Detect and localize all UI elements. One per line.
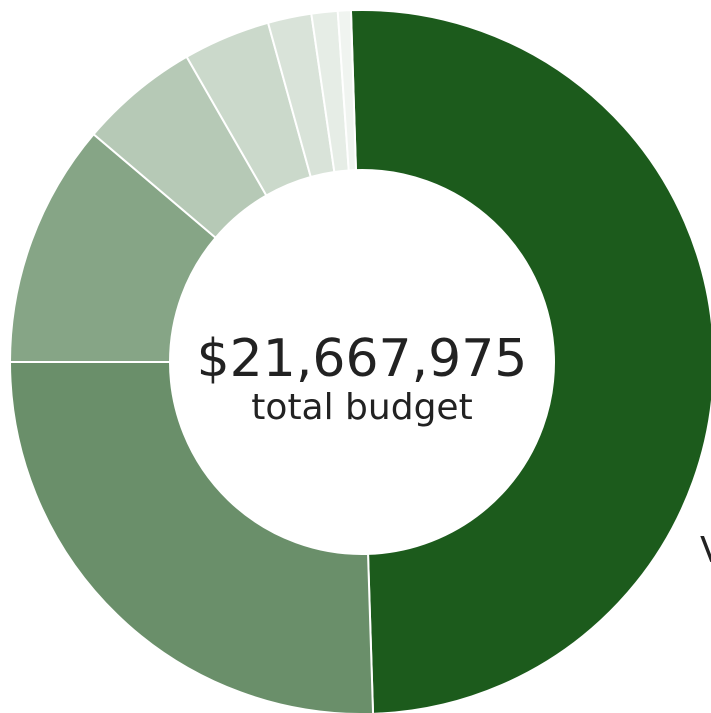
donut-slice-1 [349, 9, 711, 713]
clipped-edge-text: V [700, 530, 711, 571]
donut-slice-8 [336, 9, 357, 172]
donut-slices [8, 9, 711, 713]
donut-slice-2 [8, 361, 375, 713]
total-budget-caption: total budget [251, 387, 472, 428]
total-budget-amount: $21,667,975 [197, 329, 528, 389]
